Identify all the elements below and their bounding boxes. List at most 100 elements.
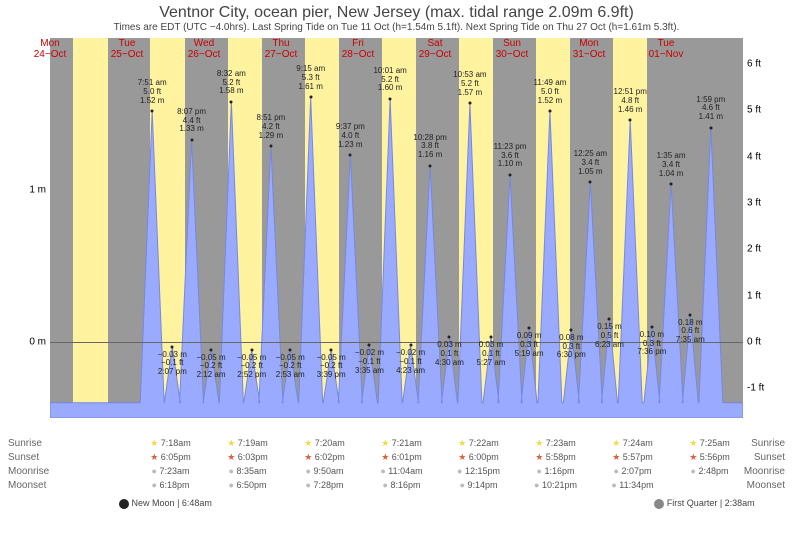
tide-label: 11:49 am5.0 ft1.52 m — [534, 79, 567, 105]
tide-point — [489, 336, 492, 339]
tide-point — [468, 102, 471, 105]
y-tick-left: 1 m — [29, 185, 46, 196]
tide-label: 7:51 am5.0 ft1.52 m — [138, 79, 167, 105]
row-label-left: Sunset — [8, 452, 39, 463]
tide-chart: Ventnor City, ocean pier, New Jersey (ma… — [0, 0, 793, 539]
tide-point — [250, 348, 253, 351]
tide-point — [349, 154, 352, 157]
astro-time: ★ 6:02pm — [295, 452, 355, 463]
plot-area: 0 m1 m-1 ft0 ft1 ft2 ft3 ft4 ft5 ft6 ft7… — [50, 38, 743, 418]
tide-label: 0.18 m0.6 ft7:35 am — [676, 319, 705, 345]
astro-time: ★ 7:19am — [218, 438, 278, 449]
tide-point — [269, 144, 272, 147]
date-header: Mon31−Oct — [569, 38, 609, 60]
tide-point — [389, 97, 392, 100]
tide-point — [309, 96, 312, 99]
tide-label: 0.08 m0.3 ft6:30 pm — [557, 334, 586, 360]
tide-label: 0.03 m0.1 ft5:27 am — [477, 341, 506, 367]
astro-time: ★ 6:03pm — [218, 452, 278, 463]
astro-time: ● 7:23am — [141, 466, 201, 476]
row-label-left: Moonset — [8, 480, 46, 491]
tide-label: −0.03 m−0.1 ft2:07 pm — [158, 351, 187, 377]
tide-point — [448, 336, 451, 339]
astro-time: ● 11:34pm — [603, 480, 663, 490]
y-tick-right: 6 ft — [747, 59, 761, 70]
astro-time: ★ 7:23am — [526, 438, 586, 449]
astro-time: ● 1:16pm — [526, 466, 586, 476]
date-header: Sat29−Oct — [415, 38, 455, 60]
date-header: Tue25−Oct — [107, 38, 147, 60]
row-label-right: Moonset — [747, 480, 785, 491]
astro-time: ★ 7:21am — [372, 438, 432, 449]
y-tick-right: 2 ft — [747, 244, 761, 255]
row-label-right: Sunrise — [751, 438, 785, 449]
tide-label: 11:23 pm3.6 ft1.10 m — [494, 143, 527, 169]
date-header: Mon24−Oct — [30, 38, 70, 60]
astro-time: ★ 6:01pm — [372, 452, 432, 463]
tide-label: 10:53 am5.2 ft1.57 m — [453, 71, 486, 97]
tide-point — [190, 138, 193, 141]
tide-point — [570, 328, 573, 331]
tide-point — [670, 182, 673, 185]
tide-point — [509, 173, 512, 176]
moon-phase: New Moon | 6:48am — [106, 498, 226, 509]
y-tick-right: 3 ft — [747, 198, 761, 209]
tide-label: 10:28 pm3.8 ft1.16 m — [413, 134, 446, 160]
tide-label: 8:32 am5.2 ft1.58 m — [217, 70, 246, 96]
astro-time: ★ 5:58pm — [526, 452, 586, 463]
tide-label: 0.09 m0.3 ft5:19 am — [515, 332, 544, 358]
astro-time: ★ 5:56pm — [680, 452, 740, 463]
astro-time: ★ 7:18am — [141, 438, 201, 449]
tide-point — [709, 126, 712, 129]
date-header: Wed26−Oct — [184, 38, 224, 60]
astro-time: ● 10:21pm — [526, 480, 586, 490]
tide-label: 0.10 m0.3 ft7:36 pm — [637, 331, 666, 357]
row-label-right: Moonrise — [744, 466, 785, 477]
chart-subtitle: Times are EDT (UTC −4.0hrs). Last Spring… — [0, 22, 793, 35]
tide-point — [650, 325, 653, 328]
tide-label: 9:37 pm4.0 ft1.23 m — [336, 123, 365, 149]
tide-point — [289, 348, 292, 351]
tide-label: 12:51 pm4.8 ft1.46 m — [614, 88, 647, 114]
astro-time: ● 9:50am — [295, 466, 355, 476]
moon-phase: First Quarter | 2:38am — [645, 498, 765, 509]
y-tick-right: 1 ft — [747, 290, 761, 301]
tide-label: 0.15 m0.5 ft6:23 am — [595, 323, 624, 349]
tide-label: −0.02 m−0.1 ft3:35 am — [355, 349, 384, 375]
tide-point — [528, 327, 531, 330]
astro-time: ★ 5:57pm — [603, 452, 663, 463]
tide-label: −0.05 m−0.2 ft2:52 pm — [237, 354, 266, 380]
astro-time: ● 12:15pm — [449, 466, 509, 476]
astro-time: ● 7:28pm — [295, 480, 355, 490]
astro-time: ★ 7:20am — [295, 438, 355, 449]
astro-time: ● 6:18pm — [141, 480, 201, 490]
row-label-left: Moonrise — [8, 466, 49, 477]
tide-label: 0.03 m0.1 ft4:30 am — [435, 341, 464, 367]
tide-label: −0.05 m−0.2 ft3:39 pm — [317, 354, 346, 380]
astro-time: ★ 7:22am — [449, 438, 509, 449]
tide-label: −0.05 m−0.2 ft2:53 am — [276, 354, 305, 380]
astro-time: ● 11:04am — [372, 466, 432, 476]
tide-label: 9:15 am5.3 ft1.61 m — [296, 65, 325, 91]
tide-point — [368, 344, 371, 347]
tide-point — [689, 313, 692, 316]
tide-label: 1:35 am3.4 ft1.04 m — [657, 152, 686, 178]
astro-time: ● 2:48pm — [680, 466, 740, 476]
tide-point — [409, 344, 412, 347]
tide-point — [230, 100, 233, 103]
astro-time: ● 2:07pm — [603, 466, 663, 476]
astro-time: ★ 7:25am — [680, 438, 740, 449]
date-header: Fri28−Oct — [338, 38, 378, 60]
astro-time: ● 9:14pm — [449, 480, 509, 490]
date-header: Thu27−Oct — [261, 38, 301, 60]
tide-point — [589, 181, 592, 184]
astro-time: ★ 6:00pm — [449, 452, 509, 463]
astro-time: ● 8:35am — [218, 466, 278, 476]
tide-point — [548, 109, 551, 112]
tide-point — [629, 119, 632, 122]
y-tick-right: 4 ft — [747, 151, 761, 162]
tide-label: 8:07 pm4.4 ft1.33 m — [177, 108, 206, 134]
tide-point — [429, 164, 432, 167]
row-label-left: Sunrise — [8, 438, 42, 449]
y-tick-left: 0 m — [29, 337, 46, 348]
